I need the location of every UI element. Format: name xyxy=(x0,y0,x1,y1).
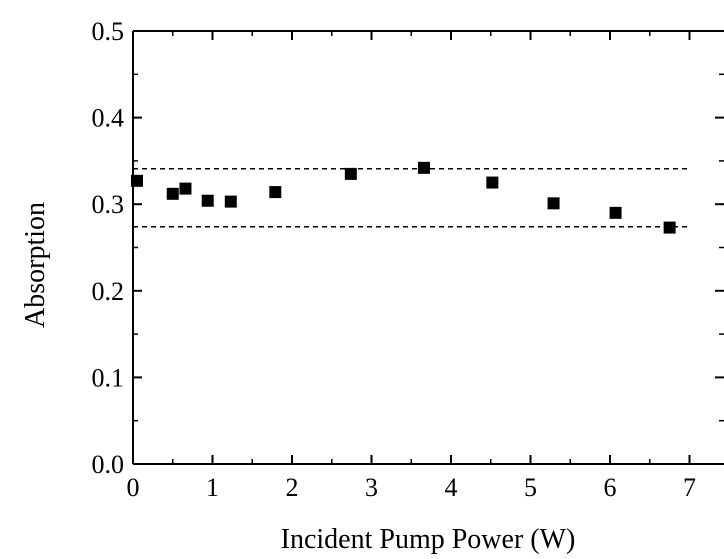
reference-lines xyxy=(133,167,690,228)
data-point xyxy=(663,221,676,234)
y-tick-label: 0.0 xyxy=(92,450,125,479)
y-tick-label: 0.2 xyxy=(92,277,125,306)
x-axis-label: Incident Pump Power (W) xyxy=(281,524,576,555)
plot-frame xyxy=(132,30,724,465)
x-tick-label: 7 xyxy=(683,473,696,502)
y-tick-label: 0.4 xyxy=(92,104,125,133)
y-axis-ticks: 0.0 0.1 0.2 0.3 0.4 0.5 xyxy=(92,17,724,479)
x-axis-ticks: 0 1 2 3 4 5 6 7 xyxy=(127,31,696,502)
data-points xyxy=(130,161,676,234)
x-tick-label: 6 xyxy=(604,473,617,502)
data-point xyxy=(269,186,282,199)
data-point xyxy=(344,167,357,180)
data-point xyxy=(609,206,622,219)
x-tick-label: 4 xyxy=(445,473,458,502)
y-tick-label: 0.1 xyxy=(92,363,125,392)
x-tick-label: 3 xyxy=(365,473,378,502)
data-point xyxy=(547,197,560,210)
x-tick-label: 2 xyxy=(286,473,299,502)
data-point xyxy=(201,194,214,207)
x-tick-label: 5 xyxy=(524,473,537,502)
data-point xyxy=(179,182,192,195)
y-axis-label: Absorption xyxy=(20,202,51,328)
data-point xyxy=(130,174,143,187)
data-point xyxy=(224,195,237,208)
data-point xyxy=(486,176,499,189)
y-tick-label: 0.3 xyxy=(92,190,125,219)
y-tick-label: 0.5 xyxy=(92,17,125,46)
data-point xyxy=(417,161,430,174)
x-tick-label: 1 xyxy=(206,473,219,502)
data-point xyxy=(166,187,179,200)
x-tick-label: 0 xyxy=(127,473,140,502)
